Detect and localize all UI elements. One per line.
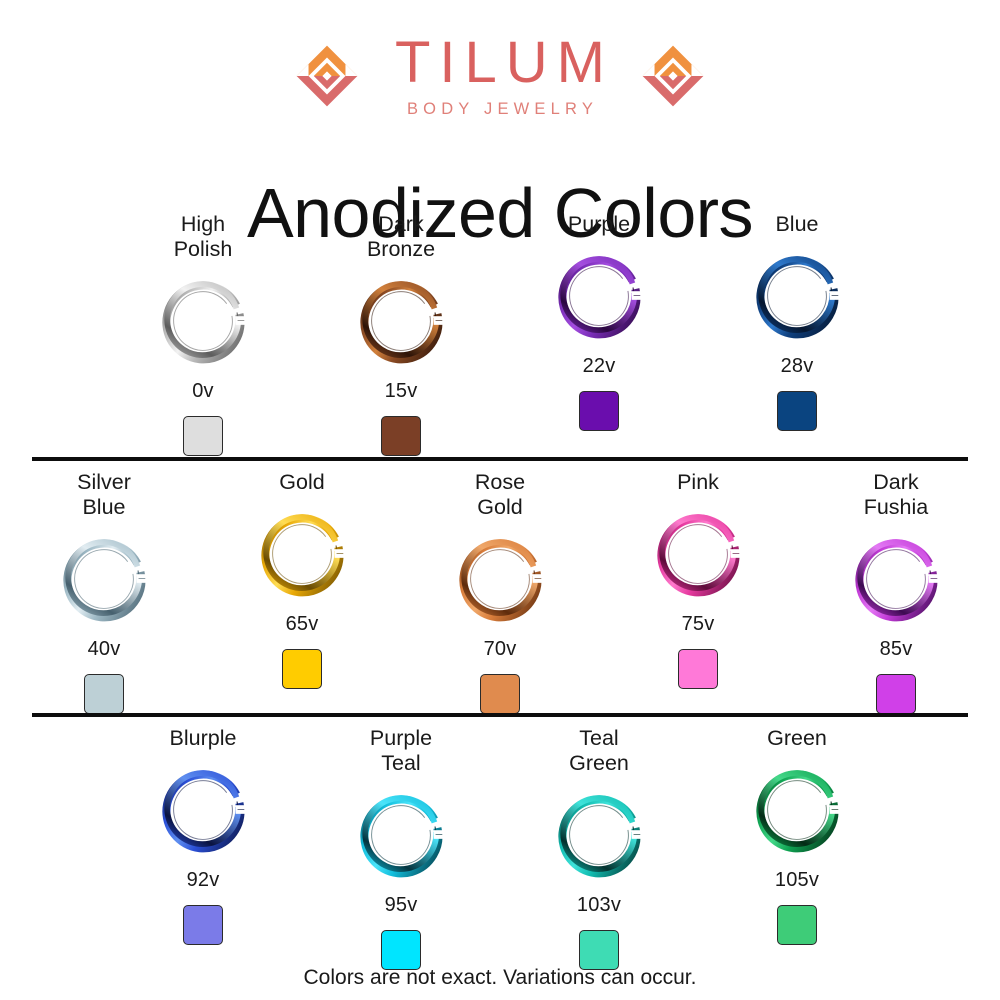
voltage-label: 95v [384,893,418,916]
row-divider [32,713,968,717]
voltage-label: 85v [879,637,913,660]
hoop-ring-icon[interactable] [56,531,152,627]
color-chip[interactable] [579,391,619,431]
color-cell[interactable]: Dark Bronze [302,212,500,456]
voltage-label: 70v [483,637,517,660]
voltage-label: 105v [774,869,820,891]
color-name-label: High Polish [173,212,233,262]
color-cell[interactable]: Gold 65v [203,470,401,689]
color-row-3: Blurple 92v [0,726,1000,970]
color-cell[interactable]: Green 105v [698,726,896,945]
hoop-ring-icon[interactable] [353,787,449,883]
color-chip[interactable] [381,415,421,456]
hoop-ring-icon[interactable] [650,506,746,602]
color-chip[interactable] [183,415,223,456]
hoop-ring-icon[interactable] [551,787,647,883]
color-name-label: Blue [775,212,819,236]
color-cell[interactable]: Rose Gold 7 [401,470,599,714]
voltage-label: 0v [192,379,214,402]
color-cell[interactable]: Blue 28v [698,212,896,431]
voltage-label: 40v [87,637,121,660]
voltage-label: 75v [681,613,715,635]
hoop-ring-icon[interactable] [254,506,350,602]
color-chip[interactable] [282,649,322,689]
color-chip[interactable] [579,929,619,970]
color-chip[interactable] [678,649,718,689]
brand-name: TILUM [395,30,614,96]
hoop-ring-icon[interactable] [452,531,548,627]
color-cell[interactable]: Silver Blue [5,470,203,714]
voltage-label: 65v [285,613,319,635]
color-name-label: Purple Teal [369,726,433,776]
brand-tagline: BODY JEWELRY [406,99,599,118]
row-divider [32,457,968,461]
color-name-label: Dark Bronze [366,212,436,262]
color-name-label: Rose Gold [474,470,526,520]
diamond-logo-icon-right [640,43,706,109]
hoop-ring-icon[interactable] [353,273,449,369]
color-name-label: Pink [677,470,719,494]
hoop-ring-icon[interactable] [749,248,845,344]
color-chip[interactable] [84,673,124,714]
color-cell[interactable]: Purple Teal [302,726,500,970]
color-chip[interactable] [777,905,817,945]
color-cell[interactable]: Teal Green [500,726,698,970]
voltage-label: 28v [780,355,814,377]
color-chip[interactable] [876,673,916,714]
color-cell[interactable]: Pink 75v [599,470,797,689]
color-chip[interactable] [183,905,223,945]
brand-header: TILUM BODY JEWELRY [0,28,1000,124]
voltage-label: 15v [384,379,418,402]
color-chip[interactable] [777,391,817,431]
hoop-ring-icon[interactable] [749,762,845,858]
hoop-ring-icon[interactable] [551,248,647,344]
color-chip[interactable] [480,673,520,714]
color-name-label: Blurple [169,726,237,750]
color-name-label: Gold [279,470,325,494]
color-cell[interactable]: High Polish [104,212,302,456]
hoop-ring-icon[interactable] [155,762,251,858]
color-name-label: Teal Green [569,726,629,776]
brand-wordmark: TILUM BODY JEWELRY [386,33,614,118]
color-chip[interactable] [381,929,421,970]
voltage-label: 22v [582,355,616,377]
diamond-logo-icon-left [294,43,360,109]
page-title: Anodized Colors [246,173,754,252]
color-name-label: Purple [567,212,631,236]
color-name-label: Silver Blue [77,470,131,520]
color-cell[interactable]: Blurple 92v [104,726,302,945]
hoop-ring-icon[interactable] [848,531,944,627]
voltage-label: 103v [576,893,622,916]
color-cell[interactable]: Dark Fushia [797,470,995,714]
hoop-ring-icon[interactable] [155,273,251,369]
voltage-label: 92v [186,869,220,891]
color-name-label: Dark Fushia [863,470,929,520]
color-cell[interactable]: Purple 22v [500,212,698,431]
color-row-1: High Polish [0,212,1000,456]
color-name-label: Green [767,726,827,750]
disclaimer-text: Colors are not exact. Variations can occ… [303,966,697,989]
color-row-2: Silver Blue [0,470,1000,714]
